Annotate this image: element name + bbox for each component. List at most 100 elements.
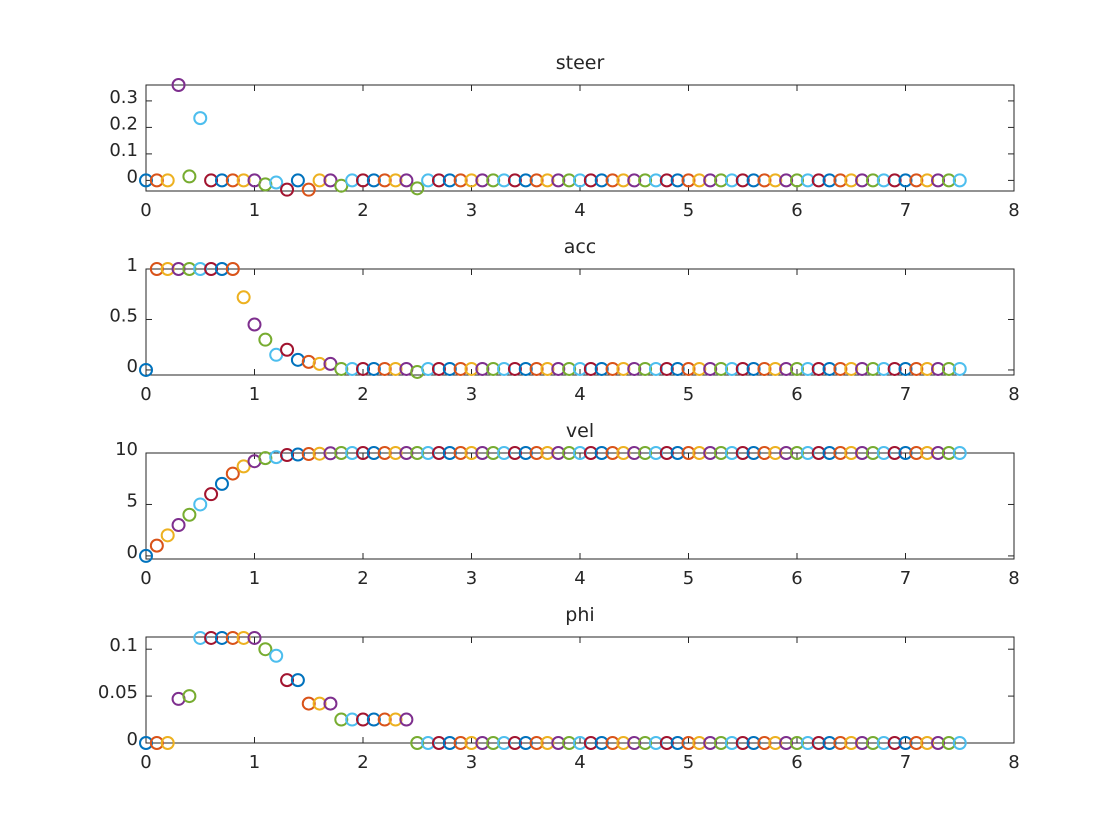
data-point: [855, 736, 870, 750]
data-point: [139, 548, 153, 563]
data-point: [410, 736, 425, 750]
data-point: [724, 446, 739, 460]
data-point: [269, 347, 284, 362]
data-point: [171, 518, 186, 533]
data-point: [931, 361, 946, 376]
x-tick-label: 3: [466, 200, 477, 221]
y-tick-label: 1: [127, 255, 138, 276]
data-point: [605, 446, 620, 460]
data-point: [616, 446, 631, 460]
data-point: [323, 696, 338, 711]
x-tick-label: 8: [1008, 384, 1019, 405]
data-point: [920, 173, 935, 188]
data-point: [388, 361, 403, 376]
data-point: [377, 712, 392, 727]
axes-box: [145, 84, 1015, 192]
data-point: [627, 173, 642, 188]
data-point: [562, 446, 577, 460]
axes-box: [145, 268, 1015, 376]
y-tick-label: 0.2: [109, 113, 138, 134]
data-point: [486, 736, 501, 750]
data-point: [811, 446, 826, 460]
data-point: [779, 173, 794, 188]
data-point: [724, 736, 739, 750]
y-tick-label: 0.5: [109, 305, 138, 326]
y-tick-label: 0.1: [109, 635, 138, 656]
y-tick-label: 0.1: [109, 140, 138, 161]
data-point: [193, 111, 208, 126]
data-point: [822, 361, 837, 376]
data-point: [442, 361, 457, 376]
data-point: [616, 736, 631, 750]
data-point: [486, 173, 501, 188]
data-point: [345, 446, 360, 460]
data-point: [757, 736, 772, 750]
data-point: [573, 736, 587, 750]
data-point: [638, 736, 653, 750]
x-tick-label: 3: [466, 384, 477, 405]
data-point: [323, 446, 338, 461]
data-point: [388, 446, 403, 460]
data-point: [779, 446, 794, 460]
data-point: [627, 446, 642, 460]
data-point: [399, 446, 414, 460]
data-point: [746, 736, 761, 750]
data-point: [497, 736, 512, 750]
data-point: [182, 169, 197, 184]
data-point: [714, 446, 729, 460]
x-tick-label: 7: [900, 384, 911, 405]
x-tick-label: 1: [249, 752, 260, 773]
data-point: [648, 736, 663, 750]
x-tick-label: 4: [574, 752, 585, 773]
data-point: [594, 446, 609, 460]
data-point: [605, 736, 620, 750]
data-point: [356, 712, 370, 727]
data-point: [562, 173, 577, 188]
data-point: [312, 356, 327, 371]
data-point: [453, 361, 468, 376]
data-point: [236, 459, 251, 474]
data-point: [540, 446, 555, 460]
data-point: [909, 736, 924, 750]
data-point: [703, 736, 718, 750]
data-point: [692, 446, 707, 460]
data-point: [768, 361, 783, 376]
data-point: [388, 173, 403, 188]
data-point: [204, 630, 219, 645]
data-point: [844, 173, 859, 188]
data-point: [833, 446, 848, 460]
data-point: [583, 361, 598, 376]
data-point: [290, 673, 305, 688]
axes-box: [145, 452, 1015, 560]
data-point: [193, 630, 208, 645]
data-point: [573, 446, 587, 460]
data-point: [920, 736, 935, 750]
data-point: [258, 451, 273, 466]
data-point: [171, 78, 186, 92]
data-point: [670, 361, 685, 376]
data-point: [898, 446, 913, 460]
data-point: [421, 446, 436, 460]
data-point: [366, 361, 381, 376]
y-tick-label: 10: [115, 439, 138, 460]
data-point: [681, 361, 696, 376]
data-point: [681, 736, 696, 750]
data-point: [876, 736, 891, 750]
data-point: [790, 361, 804, 376]
data-point: [670, 173, 685, 188]
x-tick-label: 8: [1008, 568, 1019, 589]
data-point: [214, 476, 229, 491]
chart-title: phi: [565, 604, 594, 626]
data-point: [692, 736, 707, 750]
data-point: [345, 712, 360, 727]
data-point: [421, 361, 436, 376]
data-point: [833, 736, 848, 750]
data-point: [887, 446, 902, 460]
data-point: [909, 446, 924, 460]
data-point: [301, 447, 316, 462]
data-point: [865, 361, 880, 376]
data-point: [876, 361, 891, 376]
data-point: [193, 497, 208, 512]
data-point: [540, 736, 555, 750]
data-point: [952, 361, 967, 376]
